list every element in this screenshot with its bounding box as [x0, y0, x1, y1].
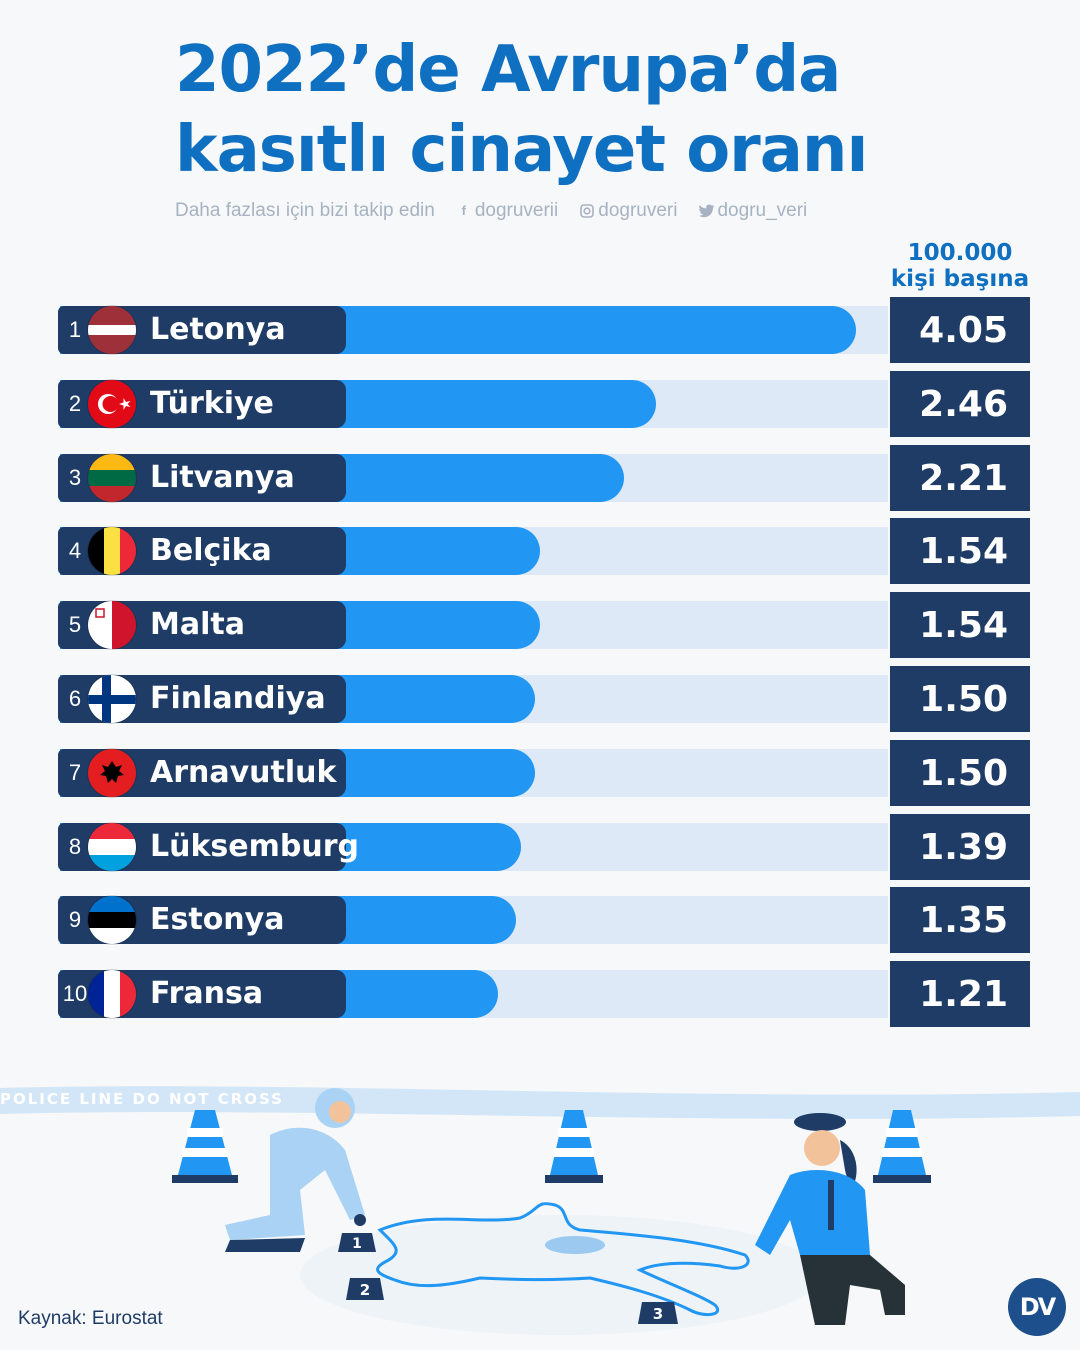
instagram-icon: [580, 204, 595, 218]
unit-label-line-2: kişi başına: [890, 266, 1030, 292]
unit-label-line-1: 100.000: [907, 240, 1013, 266]
social-instagram[interactable]: dogruveri: [580, 200, 677, 222]
follow-text: Daha fazlası için bizi takip edin: [175, 200, 435, 221]
rank-number: 4: [68, 538, 82, 563]
value-label: 2.21: [890, 445, 1030, 511]
forensic-investigator-icon: [225, 1088, 366, 1252]
latvia-flag-icon: [88, 306, 136, 354]
instagram-handle: dogruveri: [598, 200, 678, 221]
police-tape-text: POLICE LINE DO NOT CROSS: [0, 1090, 284, 1108]
finland-flag-icon: [88, 675, 136, 723]
estonia-flag-icon: [88, 896, 136, 944]
evidence-marker-1-label: 1: [352, 1236, 362, 1252]
evidence-marker-2: 2: [346, 1278, 384, 1300]
rank-number: 10: [62, 981, 88, 1006]
source-note: Kaynak: Eurostat: [18, 1308, 163, 1329]
belgium-flag-icon: [88, 527, 136, 575]
evidence-marker-3: 3: [638, 1302, 678, 1324]
country-name: Fransa: [150, 976, 264, 1011]
country-name: Arnavutluk: [150, 755, 337, 790]
country-name: Malta: [150, 607, 245, 642]
value-label: 1.50: [890, 666, 1030, 732]
puddle-icon: [545, 1236, 605, 1254]
traffic-cone-middle-icon: [545, 1110, 603, 1183]
evidence-marker-1: 1: [338, 1233, 376, 1252]
rank-number: 9: [68, 907, 82, 932]
rank-number: 1: [68, 317, 82, 342]
scene-ground: [300, 1215, 820, 1335]
rank-number: 2: [68, 391, 82, 416]
evidence-marker-3-label: 3: [653, 1305, 663, 1323]
brand-logo-icon: DV: [1008, 1278, 1066, 1336]
value-label: 1.54: [890, 592, 1030, 658]
country-name: Litvanya: [150, 460, 295, 495]
twitter-icon: [699, 204, 715, 218]
title-line-2: kasıtlı cinayet oranı: [175, 113, 868, 187]
luxembourg-flag-icon: [88, 823, 136, 871]
rank-number: 8: [68, 834, 82, 859]
rank-number: 5: [68, 612, 82, 637]
france-flag-icon: [88, 970, 136, 1018]
facebook-handle: dogruverii: [474, 200, 559, 221]
value-label: 1.54: [890, 518, 1030, 584]
police-officer-icon: [755, 1113, 905, 1325]
country-name: Lüksemburg: [150, 829, 359, 864]
value-label: 2.46: [890, 371, 1030, 437]
rank-number: 7: [68, 760, 82, 785]
page-title: 2022’de Avrupa’da kasıtlı cinayet oranı: [175, 30, 868, 190]
value-label: 1.21: [890, 961, 1030, 1027]
country-name: Estonya: [150, 902, 285, 937]
traffic-cone-right-icon: [873, 1110, 931, 1183]
title-line-1: 2022’de Avrupa’da: [175, 33, 841, 107]
traffic-cone-left-icon: [172, 1110, 238, 1183]
social-facebook[interactable]: f dogruverii: [457, 200, 559, 222]
country-name: Letonya: [150, 312, 286, 347]
crime-scene-illustration: POLICE LINE DO NOT CROSS 1 2 3: [0, 1086, 1080, 1335]
follow-bar: Daha fazlası için bizi takip edin f dogr…: [175, 200, 807, 222]
lithuania-flag-icon: [88, 454, 136, 502]
country-name: Belçika: [150, 533, 272, 568]
albania-flag-icon: [88, 749, 136, 797]
value-label: 1.35: [890, 887, 1030, 953]
evidence-marker-2-label: 2: [360, 1281, 370, 1299]
value-label: 4.05: [890, 297, 1030, 363]
unit-label: 100.000 kişi başına: [880, 240, 1040, 292]
country-name: Finlandiya: [150, 681, 326, 716]
social-twitter[interactable]: dogru_veri: [699, 200, 807, 222]
body-outline-icon: [376, 1202, 750, 1317]
country-name: Türkiye: [150, 386, 274, 421]
value-label: 1.39: [890, 814, 1030, 880]
twitter-handle: dogru_veri: [717, 200, 808, 221]
facebook-icon: f: [461, 203, 466, 218]
rank-number: 3: [68, 465, 82, 490]
malta-flag-icon: [88, 601, 136, 649]
value-label: 1.50: [890, 740, 1030, 806]
turkey-flag-icon: [88, 380, 136, 428]
police-tape: POLICE LINE DO NOT CROSS: [0, 1086, 1080, 1119]
rank-number: 6: [68, 686, 82, 711]
